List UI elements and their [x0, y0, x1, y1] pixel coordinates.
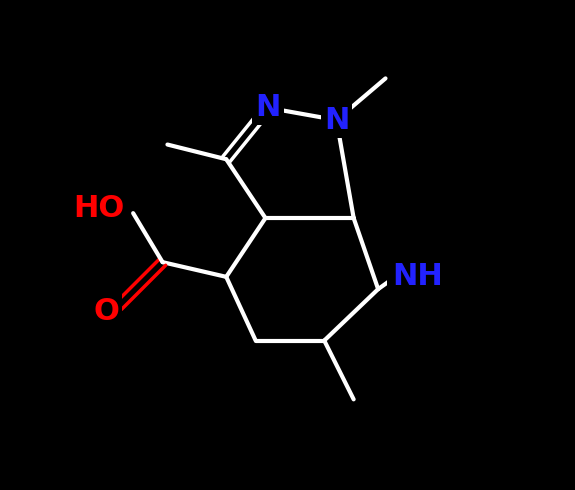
Text: N: N	[324, 105, 349, 135]
Text: O: O	[93, 296, 119, 326]
Text: NH: NH	[392, 262, 443, 292]
Text: HO: HO	[73, 194, 124, 223]
Text: N: N	[255, 93, 281, 122]
